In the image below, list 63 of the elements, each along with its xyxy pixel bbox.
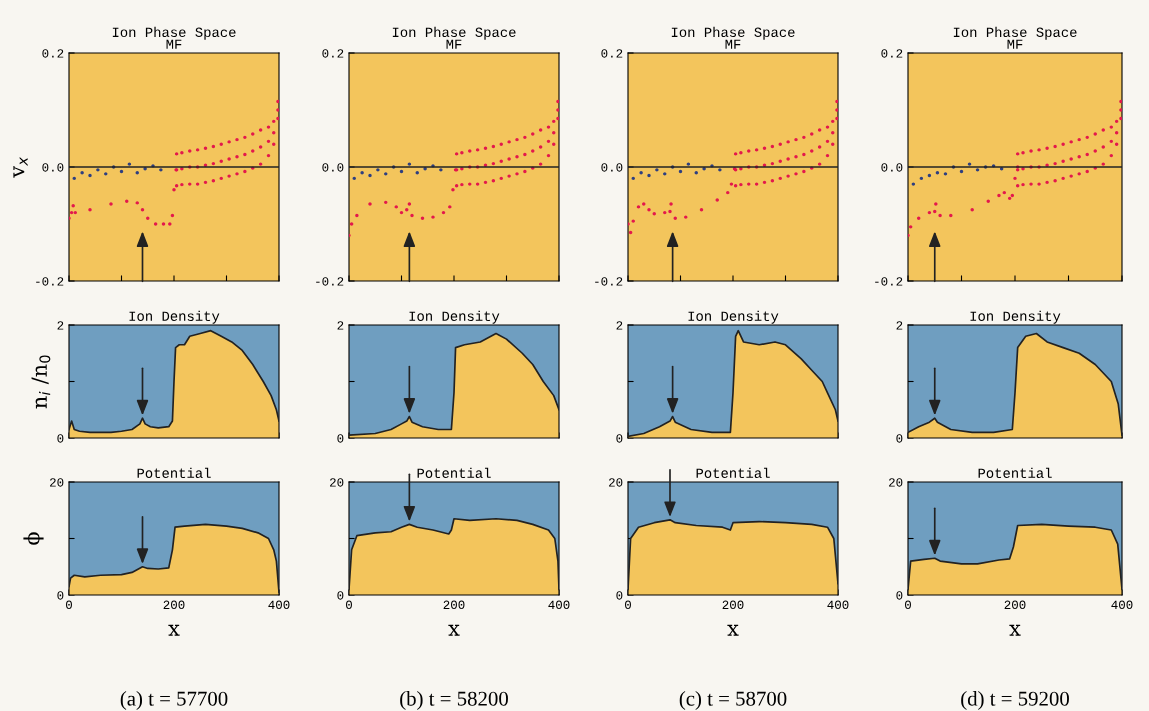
y-tick-label: 20 [609,478,623,487]
y-tick-label: 20 [889,478,903,487]
y-tick-label: -0.2 [595,277,623,286]
y-tick-label: 2 [57,321,64,330]
x-axis-title: x [727,624,739,636]
y-tick-label: 0.2 [42,49,64,58]
x-tick-label: 200 [443,600,465,610]
x-tick-label: 0 [905,600,911,610]
text: (b) t = 58200 [400,691,508,710]
y-tick-label: 0.2 [601,49,623,58]
x-tick-label: 200 [722,600,744,610]
x-tick-label: 0 [625,600,631,610]
text: (a) t = 57700 [120,691,228,710]
x-axis-title: x [168,624,180,636]
x-tick-label: 400 [548,600,570,610]
x-tick-label: 0 [66,600,72,610]
y-tick-label: 2 [616,321,623,330]
y-tick-label: 0 [57,591,64,600]
y-axis-title: n$_{i}$ /n$_{0}$ [31,355,51,409]
y-tick-label: 0.0 [601,163,623,172]
y-tick-label: 2 [896,321,903,330]
x-tick-label: 400 [1111,600,1133,610]
y-tick-label: 0.0 [881,163,903,172]
x-tick-label: 200 [1004,600,1026,610]
chart-title: Ion Density [129,310,220,324]
chart-title: Ion Density [688,310,779,324]
y-tick-label: -0.2 [875,277,903,286]
y-tick-label: 0 [57,434,64,443]
x-axis-title: x [1009,624,1021,636]
chart-title: Potential [137,467,211,478]
text: (c) t = 58700 [679,691,787,710]
y-tick-label: 0 [616,434,623,443]
chart-title: Ion Phase Space MF [112,26,236,49]
y-tick-label: 2 [337,321,344,330]
chart-title: Ion Density [970,310,1061,324]
text: (d) t = 59200 [961,691,1069,710]
chart-title: Ion Phase Space MF [671,26,795,49]
chart-title: Ion Phase Space MF [953,26,1077,49]
y-tick-label: 0.2 [322,49,344,58]
y-axis-title: v$_{x}$ [13,156,28,178]
y-tick-label: -0.2 [36,277,64,286]
y-tick-label: 0.0 [42,163,64,172]
chart-title: Ion Phase Space MF [392,26,516,49]
y-tick-label: 0 [616,591,623,600]
x-axis-title: x [448,624,460,636]
y-tick-label: 20 [330,478,344,487]
x-tick-label: 400 [268,600,290,610]
x-tick-label: 0 [346,600,352,610]
x-tick-label: 200 [163,600,185,610]
y-tick-label: 0 [896,591,903,600]
y-tick-label: -0.2 [316,277,344,286]
x-tick-label: 400 [827,600,849,610]
y-tick-label: 0.0 [322,163,344,172]
chart-title: Potential [417,467,491,478]
y-tick-label: 0 [337,591,344,600]
chart-title: Potential [978,467,1052,478]
y-tick-label: 0.2 [881,49,903,58]
y-tick-label: 0 [337,434,344,443]
y-tick-label: 20 [50,478,64,487]
chart-title: Ion Density [409,310,500,324]
y-axis-title: ϕ [23,532,44,545]
chart-title: Potential [696,467,770,478]
y-tick-label: 0 [896,434,903,443]
